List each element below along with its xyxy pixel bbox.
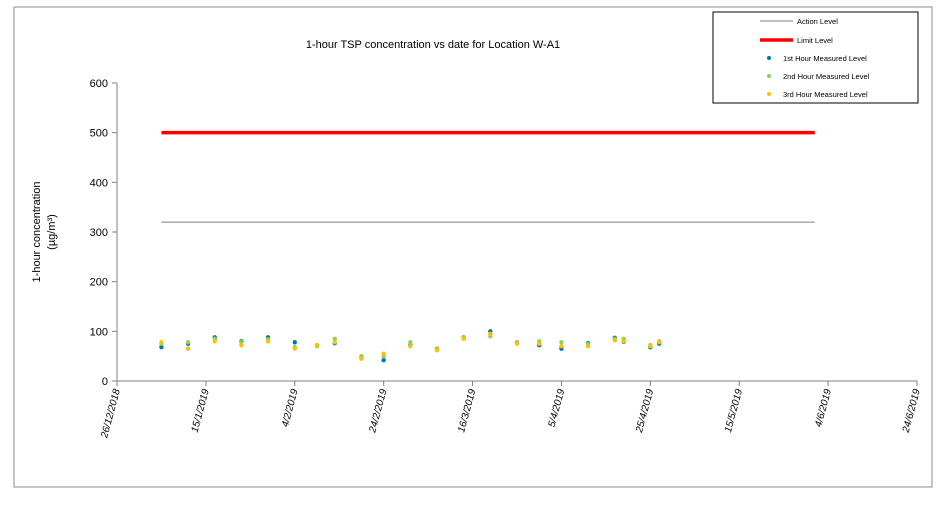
data-point-series-3 (537, 341, 542, 346)
legend-label-series-3: 3rd Hour Measured Level (783, 90, 868, 99)
legend-box (712, 11, 919, 104)
y-axis-label-line2: (µg/m³) (46, 214, 58, 250)
data-point-series-3 (359, 356, 364, 361)
data-point-series-3 (265, 339, 271, 344)
data-point-series-3 (408, 344, 413, 349)
data-point-series-3 (239, 343, 244, 348)
data-point-series-3 (657, 340, 662, 345)
reference-lines (161, 130, 815, 223)
legend-swatch-series-3 (767, 92, 771, 96)
data-points (159, 329, 662, 363)
data-point-series-3 (381, 351, 386, 356)
data-point-series-3 (488, 331, 493, 337)
legend-label-series-1: 1st Hour Measured Level (783, 54, 867, 63)
data-point-series-1 (381, 357, 386, 363)
data-point-series-3 (514, 341, 520, 346)
legend-label-limit-level: Limit Level (797, 36, 833, 45)
legend-label-action-level: Action Level (797, 17, 838, 26)
data-point-series-2 (185, 340, 191, 345)
legend-swatch-series-2 (767, 74, 771, 78)
y-tick-label: 300 (90, 227, 108, 239)
data-point-series-3 (434, 348, 440, 353)
y-tick-label: 100 (90, 326, 108, 338)
data-point-series-3 (185, 346, 191, 351)
data-point-series-3 (612, 338, 617, 343)
data-point-series-3 (332, 340, 337, 345)
y-axis-label-line1: 1-hour concentration (31, 182, 43, 283)
data-point-series-3 (292, 346, 297, 351)
y-tick-label: 400 (90, 177, 108, 189)
data-point-series-3 (461, 336, 466, 341)
y-axis-ticks: 0 100 200 300 400 500 600 (90, 78, 117, 388)
data-point-series-3 (585, 344, 591, 349)
data-point-series-2 (332, 336, 337, 341)
data-point-series-3 (314, 343, 320, 348)
data-point-series-1 (159, 345, 164, 350)
data-point-series-1 (292, 340, 297, 345)
data-point-series-2 (408, 340, 413, 345)
legend-swatch-series-1 (767, 56, 771, 60)
y-tick-label: 500 (90, 128, 108, 140)
y-tick-label: 0 (102, 376, 108, 388)
data-point-series-3 (559, 344, 564, 349)
legend: Action Level Limit Level 1st Hour Measur… (712, 11, 919, 104)
data-point-series-3 (159, 340, 164, 345)
chart-title: 1-hour TSP concentration vs date for Loc… (306, 39, 560, 51)
data-point-series-3 (621, 339, 626, 344)
data-point-series-3 (212, 339, 217, 344)
y-tick-label: 200 (90, 277, 108, 289)
y-tick-label: 600 (90, 78, 108, 90)
data-point-series-3 (648, 344, 653, 349)
legend-label-series-2: 2nd Hour Measured Level (783, 72, 870, 81)
data-point-series-2 (559, 340, 564, 345)
